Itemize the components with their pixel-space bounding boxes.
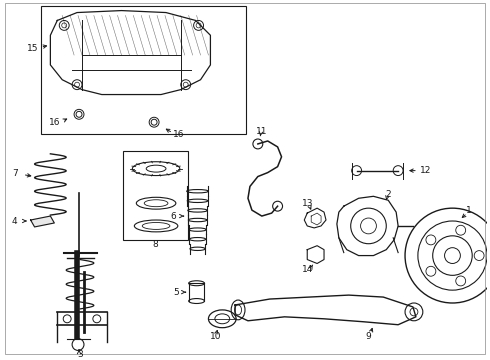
Text: 11: 11 (256, 127, 268, 136)
Text: 14: 14 (301, 265, 313, 274)
Text: 4: 4 (12, 216, 18, 225)
Text: 16: 16 (173, 130, 185, 139)
Text: 15: 15 (27, 44, 38, 53)
Text: 3: 3 (77, 350, 83, 359)
Text: 10: 10 (210, 332, 221, 341)
Bar (41, 6, 246, 134)
Text: 8: 8 (152, 240, 158, 249)
Text: 7: 7 (12, 169, 18, 178)
Text: 13: 13 (301, 199, 313, 208)
Polygon shape (30, 216, 54, 227)
Ellipse shape (136, 197, 176, 209)
Ellipse shape (134, 220, 178, 232)
Ellipse shape (146, 165, 166, 172)
Ellipse shape (132, 162, 180, 176)
Bar (123, 151, 188, 240)
Text: 9: 9 (366, 332, 371, 341)
Ellipse shape (142, 222, 170, 229)
Text: 5: 5 (173, 288, 179, 297)
Text: 16: 16 (49, 118, 60, 127)
Text: 12: 12 (420, 166, 432, 175)
Text: 1: 1 (466, 206, 472, 215)
Ellipse shape (144, 200, 168, 207)
Text: 6: 6 (170, 212, 176, 221)
Text: 2: 2 (386, 190, 391, 199)
